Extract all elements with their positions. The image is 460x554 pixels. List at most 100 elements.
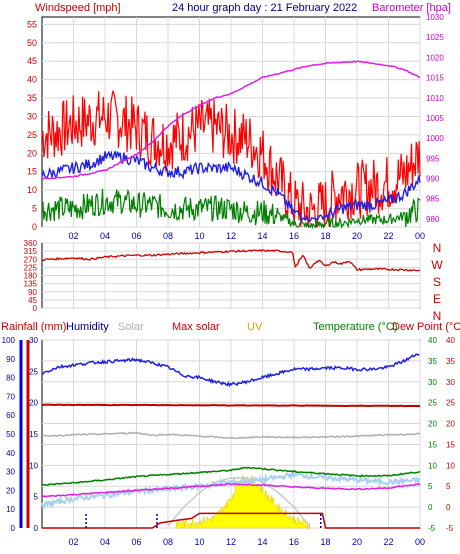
baro-tick-label-8: 1020 xyxy=(426,53,444,62)
bottom-x-tick-label-10: 22 xyxy=(383,537,393,547)
windspeed-axis-label: Windspeed [mph] xyxy=(35,2,121,14)
humidity-tick-label-10: 100 xyxy=(2,336,16,345)
wind-tick-label-11: 55 xyxy=(27,19,37,29)
top-x-tick-label-7: 16 xyxy=(289,231,299,241)
bottom-x-tick-label-5: 12 xyxy=(226,537,236,547)
wind-tick-label-1: 5 xyxy=(32,204,37,214)
dir-tick-label-6: 270 xyxy=(24,255,38,264)
top-x-tick-label-0: 02 xyxy=(68,231,78,241)
bottom-x-tick-label-6: 14 xyxy=(257,537,267,547)
humidity-tick-label-8: 80 xyxy=(6,374,15,383)
series-temperature xyxy=(41,466,421,486)
dewpoint-tick-label-6: 25 xyxy=(446,399,455,408)
bottom-x-tick-label-4: 10 xyxy=(194,537,204,547)
humidity-tick-label-7: 70 xyxy=(6,392,15,401)
top-x-tick-label-10: 22 xyxy=(383,231,393,241)
top-x-tick-label-11: 00 xyxy=(415,231,425,241)
bottom-x-tick-label-2: 06 xyxy=(131,537,141,547)
series-solar-grey xyxy=(41,431,421,440)
top-x-tick-label-2: 06 xyxy=(131,231,141,241)
chart-title: 24 hour graph day : 21 February 2022 xyxy=(172,2,357,14)
rain-tick-label-2: 10 xyxy=(29,461,38,470)
humidity-tick-label-1: 10 xyxy=(6,505,15,514)
dir-tick-label-4: 180 xyxy=(24,272,38,281)
dir-tick-label-2: 90 xyxy=(28,288,37,297)
top-x-tick-label-8: 18 xyxy=(320,231,330,241)
rain-tick-label-5: 25 xyxy=(29,367,38,376)
compass-label-3: E xyxy=(433,292,441,306)
rain-tick-label-3: 15 xyxy=(29,430,38,439)
dewpoint-tick-label-5: 20 xyxy=(446,420,455,429)
top-x-tick-label-1: 04 xyxy=(100,231,110,241)
temp-tick-label-2: 5 xyxy=(428,482,433,491)
temp-tick-label-6: 25 xyxy=(428,399,437,408)
baro-tick-label-3: 995 xyxy=(426,154,440,163)
baro-tick-label-5: 1005 xyxy=(426,114,444,123)
legend-humidity: Humidity xyxy=(66,321,109,333)
dewpoint-tick-label-8: 35 xyxy=(446,357,455,366)
legend-temperature: Temperature (°C) xyxy=(313,321,397,333)
compass-label-0: N xyxy=(433,241,442,255)
series-max-solar xyxy=(42,512,420,529)
barometer-axis-label: Barometer [hpa] xyxy=(372,2,451,14)
dir-tick-label-1: 45 xyxy=(28,296,37,305)
legend-solar: Solar xyxy=(118,321,144,333)
legend-dew-point: Dew Point (°C) xyxy=(392,321,460,333)
series-gust xyxy=(41,90,421,228)
legend-max-solar: Max solar xyxy=(172,321,220,333)
humidity-tick-label-3: 30 xyxy=(6,468,15,477)
wind-tick-label-10: 50 xyxy=(27,38,37,48)
compass-label-4: N xyxy=(433,309,442,323)
dir-tick-label-8: 360 xyxy=(24,239,38,248)
wind-tick-label-2: 10 xyxy=(27,185,37,195)
temp-tick-label-1: 0 xyxy=(428,503,433,512)
wind-tick-label-3: 15 xyxy=(27,167,37,177)
legend-uv: UV xyxy=(247,321,263,333)
series-rain-line xyxy=(41,403,420,408)
wind-tick-label-0: 0 xyxy=(32,222,37,232)
series-feels-like xyxy=(41,468,421,509)
baro-tick-label-9: 1025 xyxy=(426,33,444,42)
temp-tick-label-5: 20 xyxy=(428,420,437,429)
series-barometer xyxy=(41,60,421,180)
top-x-tick-label-5: 12 xyxy=(226,231,236,241)
baro-tick-label-6: 1010 xyxy=(426,94,444,103)
wind-tick-label-4: 20 xyxy=(27,148,37,158)
series-solar-curve xyxy=(167,477,311,527)
humidity-tick-label-2: 20 xyxy=(6,486,15,495)
top-x-tick-label-9: 20 xyxy=(352,231,362,241)
series-average xyxy=(41,150,421,223)
baro-tick-label-1: 985 xyxy=(426,195,440,204)
bottom-x-tick-label-7: 16 xyxy=(289,537,299,547)
legend-rainfall: Rainfall (mm) xyxy=(1,321,66,333)
temp-tick-label-3: 10 xyxy=(428,461,437,470)
dewpoint-tick-label-2: 5 xyxy=(446,482,451,491)
wind-tick-label-9: 45 xyxy=(27,56,37,66)
compass-label-1: W xyxy=(431,258,443,272)
dir-tick-label-3: 135 xyxy=(24,280,38,289)
dir-tick-label-7: 315 xyxy=(24,247,38,256)
humidity-tick-label-9: 90 xyxy=(6,355,15,364)
bottom-x-tick-label-11: 00 xyxy=(415,537,425,547)
wind-tick-label-7: 35 xyxy=(27,93,37,103)
humidity-tick-label-5: 50 xyxy=(6,430,15,439)
temp-tick-label-9: 40 xyxy=(428,336,437,345)
humidity-tick-label-4: 40 xyxy=(6,449,15,458)
dewpoint-tick-label-9: 40 xyxy=(446,336,455,345)
wind-tick-label-8: 40 xyxy=(27,75,37,85)
baro-tick-label-7: 1015 xyxy=(426,74,444,83)
dewpoint-tick-label-3: 10 xyxy=(446,461,455,470)
humidity-tick-label-6: 60 xyxy=(6,411,15,420)
rain-tick-label-6: 30 xyxy=(29,336,38,345)
bottom-x-tick-label-8: 18 xyxy=(320,537,330,547)
temp-tick-label-7: 30 xyxy=(428,378,437,387)
dewpoint-tick-label-4: 15 xyxy=(446,440,455,449)
top-x-tick-label-6: 14 xyxy=(257,231,267,241)
series-humidity xyxy=(41,353,420,388)
baro-tick-label-0: 980 xyxy=(426,215,440,224)
dewpoint-tick-label-7: 30 xyxy=(446,378,455,387)
temp-tick-label-4: 15 xyxy=(428,440,437,449)
temp-tick-label-8: 35 xyxy=(428,357,437,366)
bottom-x-tick-label-0: 02 xyxy=(68,537,78,547)
